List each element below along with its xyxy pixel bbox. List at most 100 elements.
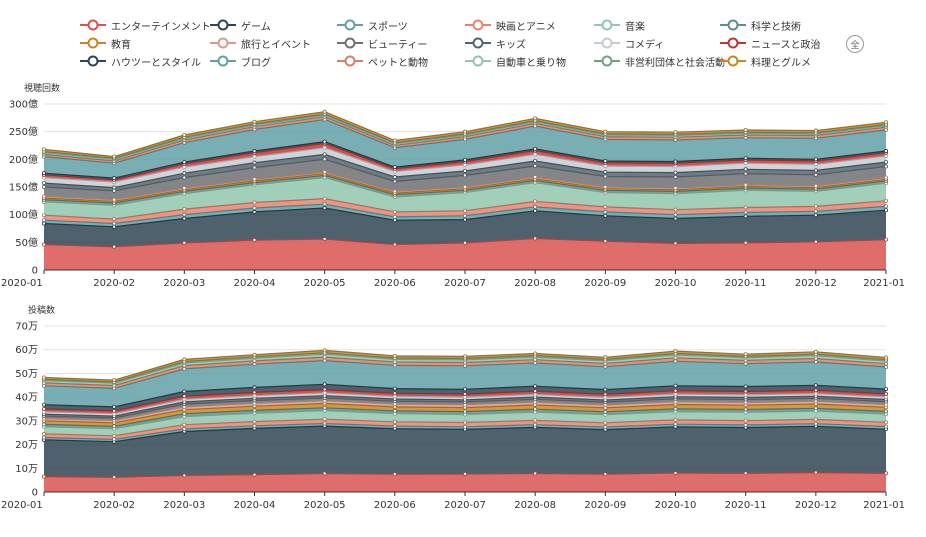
- legend-item[interactable]: ハウツーとスタイル: [80, 52, 201, 70]
- data-point[interactable]: [743, 418, 748, 423]
- data-point[interactable]: [112, 185, 117, 190]
- data-point[interactable]: [813, 162, 818, 167]
- data-point[interactable]: [112, 408, 117, 413]
- data-point[interactable]: [813, 128, 818, 133]
- data-point[interactable]: [673, 159, 678, 164]
- data-point[interactable]: [392, 209, 397, 214]
- data-point[interactable]: [322, 145, 327, 150]
- data-point[interactable]: [462, 129, 467, 134]
- data-point[interactable]: [42, 435, 47, 440]
- data-point[interactable]: [42, 375, 47, 380]
- data-point[interactable]: [884, 204, 889, 209]
- data-point[interactable]: [462, 208, 467, 213]
- data-point[interactable]: [533, 208, 538, 213]
- data-point[interactable]: [813, 209, 818, 214]
- data-point[interactable]: [182, 132, 187, 137]
- legend-item[interactable]: 映画とアニメ: [465, 16, 556, 34]
- data-point[interactable]: [533, 407, 538, 412]
- data-point[interactable]: [112, 176, 117, 181]
- data-point[interactable]: [743, 407, 748, 412]
- data-point[interactable]: [603, 409, 608, 414]
- data-point[interactable]: [743, 389, 748, 394]
- data-point[interactable]: [182, 207, 187, 212]
- data-point[interactable]: [252, 408, 257, 413]
- data-point[interactable]: [813, 388, 818, 393]
- data-point[interactable]: [813, 421, 818, 426]
- data-point[interactable]: [392, 242, 397, 247]
- data-point[interactable]: [673, 207, 678, 212]
- data-point[interactable]: [182, 473, 187, 478]
- data-point[interactable]: [462, 217, 467, 222]
- data-point[interactable]: [884, 175, 889, 180]
- data-point[interactable]: [533, 236, 538, 241]
- data-point[interactable]: [322, 471, 327, 476]
- data-point[interactable]: [533, 199, 538, 204]
- data-point[interactable]: [673, 241, 678, 246]
- data-point[interactable]: [673, 406, 678, 411]
- data-point[interactable]: [392, 472, 397, 477]
- data-point[interactable]: [252, 393, 257, 398]
- data-point[interactable]: [462, 173, 467, 178]
- data-point[interactable]: [42, 431, 47, 436]
- data-point[interactable]: [743, 352, 748, 357]
- data-point[interactable]: [533, 158, 538, 163]
- data-point[interactable]: [42, 171, 47, 176]
- data-point[interactable]: [884, 409, 889, 414]
- data-point[interactable]: [743, 471, 748, 476]
- data-point[interactable]: [673, 471, 678, 476]
- data-point[interactable]: [112, 244, 117, 249]
- data-point[interactable]: [743, 214, 748, 219]
- data-point[interactable]: [533, 384, 538, 389]
- data-point[interactable]: [813, 239, 818, 244]
- data-point[interactable]: [884, 471, 889, 476]
- data-point[interactable]: [462, 213, 467, 218]
- data-point[interactable]: [42, 402, 47, 407]
- data-point[interactable]: [322, 196, 327, 201]
- data-point[interactable]: [42, 184, 47, 189]
- data-point[interactable]: [42, 194, 47, 199]
- data-point[interactable]: [813, 213, 818, 218]
- data-point[interactable]: [603, 209, 608, 214]
- legend-item[interactable]: 自動車と乗り物: [465, 52, 566, 70]
- data-point[interactable]: [462, 363, 467, 368]
- data-point[interactable]: [743, 392, 748, 397]
- data-point[interactable]: [533, 351, 538, 356]
- legend-item[interactable]: 旅行とイベント: [210, 34, 311, 52]
- legend-item[interactable]: 科学と技術: [720, 16, 801, 34]
- data-point[interactable]: [182, 165, 187, 170]
- data-point[interactable]: [884, 420, 889, 425]
- data-point[interactable]: [462, 420, 467, 425]
- data-point[interactable]: [743, 422, 748, 427]
- data-point[interactable]: [252, 177, 257, 182]
- data-point[interactable]: [603, 387, 608, 392]
- data-point[interactable]: [743, 167, 748, 172]
- data-point[interactable]: [603, 129, 608, 134]
- data-point[interactable]: [603, 170, 608, 175]
- legend-item[interactable]: コメディ: [594, 34, 664, 52]
- data-point[interactable]: [322, 237, 327, 242]
- data-point[interactable]: [884, 391, 889, 396]
- data-point[interactable]: [392, 218, 397, 223]
- data-point[interactable]: [42, 406, 47, 411]
- data-point[interactable]: [533, 146, 538, 151]
- data-point[interactable]: [462, 409, 467, 414]
- data-point[interactable]: [392, 175, 397, 180]
- data-point[interactable]: [112, 378, 117, 383]
- data-point[interactable]: [603, 239, 608, 244]
- data-point[interactable]: [673, 212, 678, 217]
- data-point[interactable]: [533, 418, 538, 423]
- data-point[interactable]: [112, 433, 117, 438]
- data-point[interactable]: [533, 360, 538, 365]
- data-point[interactable]: [322, 170, 327, 175]
- data-point[interactable]: [462, 168, 467, 173]
- data-point[interactable]: [813, 204, 818, 209]
- data-point[interactable]: [182, 175, 187, 180]
- data-point[interactable]: [603, 392, 608, 397]
- data-point[interactable]: [884, 160, 889, 165]
- data-point[interactable]: [252, 119, 257, 124]
- data-point[interactable]: [813, 360, 818, 365]
- data-point[interactable]: [252, 390, 257, 395]
- legend-item[interactable]: 料理とグルメ: [720, 52, 811, 70]
- data-point[interactable]: [252, 352, 257, 357]
- data-point[interactable]: [182, 366, 187, 371]
